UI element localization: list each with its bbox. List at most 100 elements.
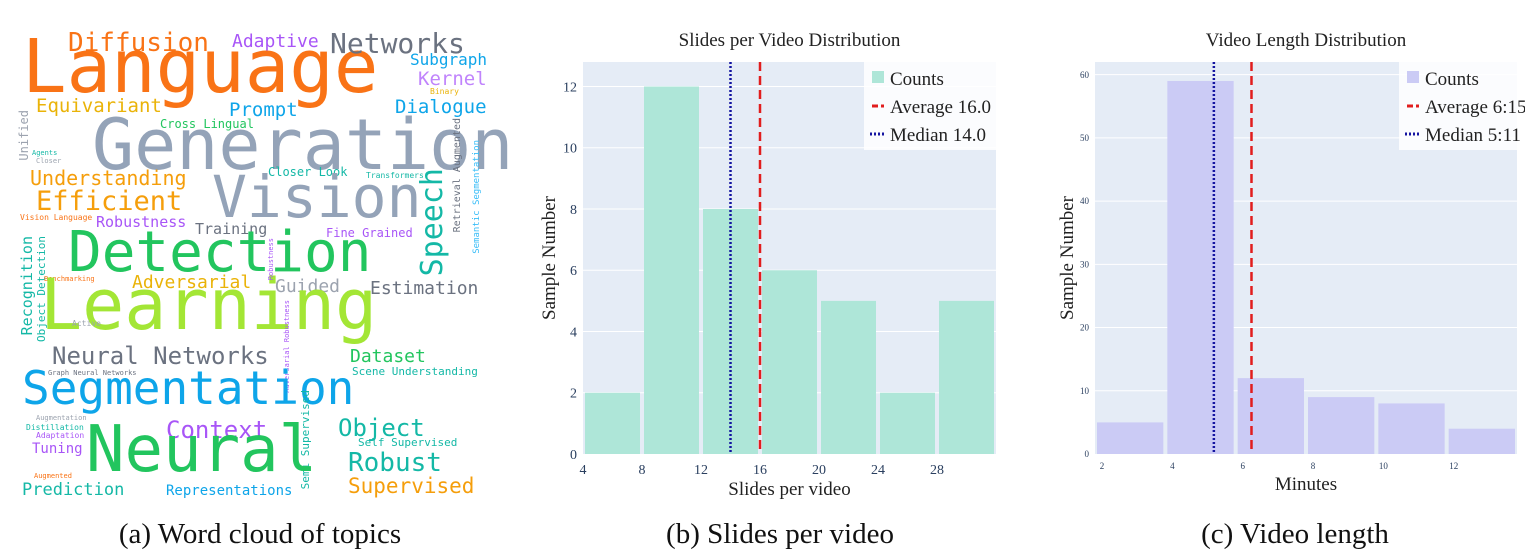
- y-tick-label: 4: [570, 325, 577, 340]
- cloud-word: Augmented: [34, 472, 72, 480]
- y-tick-label: 2: [570, 387, 577, 402]
- cloud-word: Speech: [415, 168, 450, 277]
- cloud-word: Robustness: [267, 238, 275, 281]
- legend-label: Counts: [890, 69, 944, 90]
- x-tick-label: 20: [812, 463, 826, 478]
- histogram-bar: [880, 392, 935, 454]
- chart-title: Video Length Distribution: [1206, 30, 1407, 51]
- x-tick-label: 8: [1311, 461, 1316, 471]
- y-tick-label: 30: [1080, 259, 1090, 269]
- cloud-word: Prompt: [229, 99, 298, 121]
- cloud-word: Understanding: [30, 166, 187, 190]
- histogram-bar: [1308, 397, 1375, 454]
- cloud-word: Efficient: [36, 186, 183, 217]
- x-tick-label: 2: [1100, 461, 1105, 471]
- x-tick-label: 12: [1449, 461, 1458, 471]
- histogram-bar: [1097, 422, 1164, 454]
- y-tick-label: 40: [1080, 196, 1090, 206]
- cloud-word: Tuning: [32, 441, 83, 457]
- cloud-word: Agents: [32, 149, 58, 157]
- histogram-bar: [1378, 403, 1445, 454]
- cloud-word: Robustness: [96, 213, 187, 231]
- cloud-word: Vision: [212, 163, 422, 231]
- y-tick-label: 12: [563, 80, 577, 95]
- cloud-word: Recognition: [18, 236, 36, 336]
- cloud-word: Cross Lingual: [160, 117, 254, 131]
- cloud-word: Transformers: [366, 171, 424, 180]
- y-axis-label: Sample Number: [1057, 195, 1078, 320]
- x-tick-label: 28: [930, 463, 944, 478]
- x-tick-label: 4: [1170, 461, 1175, 471]
- legend-swatch: [872, 71, 884, 83]
- y-tick-label: 10: [1080, 386, 1090, 396]
- caption-b: (b) Slides per video: [666, 518, 894, 550]
- y-tick-label: 10: [563, 142, 577, 157]
- cloud-word: Detection: [68, 220, 372, 285]
- cloud-word: Diffusion: [68, 28, 209, 58]
- cloud-word: Adaptive: [232, 31, 319, 52]
- legend-label: Average 6:15: [1425, 97, 1525, 118]
- cloud-word: Supervised: [348, 474, 475, 498]
- legend-label: Counts: [1425, 69, 1479, 90]
- y-tick-label: 6: [570, 264, 577, 279]
- legend-swatch: [1407, 71, 1419, 83]
- cloud-word: Object: [338, 414, 425, 442]
- video-length-chart: 0 10 20 30 40 50 60 2 4 6 8 10 12 Video Length Distri…: [1057, 30, 1525, 495]
- cloud-word: Unified: [17, 110, 31, 161]
- x-tick-label: 8: [639, 463, 646, 478]
- chart-title: Slides per Video Distribution: [679, 30, 901, 51]
- y-axis-label: Sample Number: [539, 195, 560, 320]
- cloud-word: Kernel: [418, 68, 487, 90]
- cloud-word: Self Supervised: [358, 436, 458, 449]
- cloud-word: Neural: [86, 413, 318, 487]
- y-tick-label: 60: [1080, 70, 1090, 80]
- caption-c: (c) Video length: [1201, 518, 1389, 550]
- cloud-word: Dialogue: [395, 96, 487, 118]
- x-tick-label: 10: [1379, 461, 1389, 471]
- cloud-word: Semantic Segmentation: [472, 140, 482, 254]
- cloud-word: Vision Language: [20, 213, 93, 222]
- histogram-bar: [762, 270, 817, 454]
- y-tick-label: 0: [570, 448, 577, 463]
- cloud-word: Training: [195, 220, 268, 238]
- histogram-bar: [644, 86, 699, 454]
- caption-a: (a) Word cloud of topics: [118, 518, 402, 550]
- cloud-word: Neural Networks: [52, 342, 269, 370]
- cloud-word: Networks: [330, 27, 465, 60]
- histogram-bar: [1448, 428, 1515, 454]
- cloud-word: Context: [166, 416, 268, 444]
- cloud-word: Guided: [275, 276, 341, 297]
- cloud-word: Learning: [40, 264, 378, 346]
- histogram-bar: [1167, 80, 1234, 454]
- x-tick-label: 16: [753, 463, 767, 478]
- cloud-word: Graph Neural Networks: [48, 369, 137, 377]
- cloud-word: Equivariant: [36, 95, 162, 117]
- histogram-bar: [939, 300, 994, 454]
- cloud-word: Adaptation: [36, 431, 85, 440]
- cloud-word: Fine Grained: [326, 226, 413, 240]
- y-tick-label: 50: [1080, 133, 1090, 143]
- cloud-word: Distillation: [26, 423, 84, 432]
- cloud-word: Generation: [92, 104, 514, 186]
- word-cloud: Language Diffusion Adaptive Networks Subgrap…: [0, 0, 513, 510]
- cloud-word: Dataset: [350, 346, 426, 367]
- y-tick-label: 8: [570, 203, 577, 218]
- cloud-word: Estimation: [370, 278, 479, 299]
- cloud-word: Augmentation: [36, 414, 87, 422]
- cloud-word: Prediction: [22, 480, 125, 500]
- x-axis-label: Minutes: [1275, 474, 1337, 495]
- cloud-word: Representations: [166, 483, 293, 499]
- x-tick-label: 12: [694, 463, 708, 478]
- cloud-word: Language: [22, 24, 379, 110]
- cloud-word: Binary: [430, 87, 459, 96]
- cloud-word: Closer Look: [268, 165, 348, 179]
- cloud-word: Segmentation: [22, 361, 355, 415]
- cloud-word: Subgraph: [410, 50, 488, 69]
- cloud-word: Adversarial: [132, 272, 252, 293]
- cloud-word: Closer: [36, 157, 62, 165]
- legend-box: [864, 62, 996, 150]
- x-tick-label: 6: [1240, 461, 1245, 471]
- cloud-word: Retrieval Augmented: [452, 118, 463, 233]
- cloud-word: Benchmarking: [44, 275, 95, 283]
